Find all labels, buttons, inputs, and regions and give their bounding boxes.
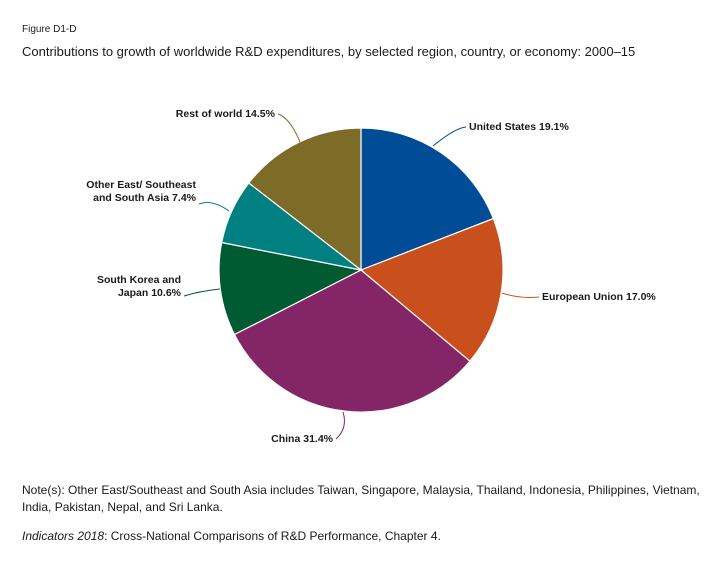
source-text: : Cross-National Comparisons of R&D Perf… bbox=[104, 529, 441, 543]
figure-title: Contributions to growth of worldwide R&D… bbox=[22, 44, 636, 59]
leader-line-4 bbox=[198, 202, 230, 212]
pie-slice-5 bbox=[247, 127, 362, 272]
slice-label-0: United States 19.1% bbox=[469, 121, 569, 133]
leader-line-2 bbox=[335, 411, 345, 440]
chart-source: Indicators 2018: Cross-National Comparis… bbox=[22, 529, 441, 543]
pie-slice-1 bbox=[359, 217, 504, 363]
pie-slice-0 bbox=[360, 127, 495, 271]
chart-note: Note(s): Other East/Southeast and South … bbox=[22, 483, 700, 514]
slice-label-1: European Union 17.0% bbox=[542, 291, 656, 303]
leader-line-0 bbox=[432, 126, 467, 147]
slice-label-2: China 31.4% bbox=[271, 433, 334, 445]
source-title: Indicators 2018 bbox=[22, 529, 105, 543]
slice-label-4: Other East/ Southeast and South Asia 7.4% bbox=[86, 179, 196, 204]
pie-slice-2 bbox=[233, 269, 471, 413]
slice-label-3: South Korea and Japan 10.6% bbox=[97, 274, 182, 299]
leader-line-3 bbox=[183, 288, 221, 297]
pie-slice-3 bbox=[218, 241, 363, 336]
leader-line-5 bbox=[277, 113, 301, 143]
slice-label-5: Rest of world 14.5% bbox=[176, 108, 276, 120]
figure-label: Figure D1-D bbox=[22, 24, 77, 35]
leader-line-1 bbox=[501, 292, 540, 298]
